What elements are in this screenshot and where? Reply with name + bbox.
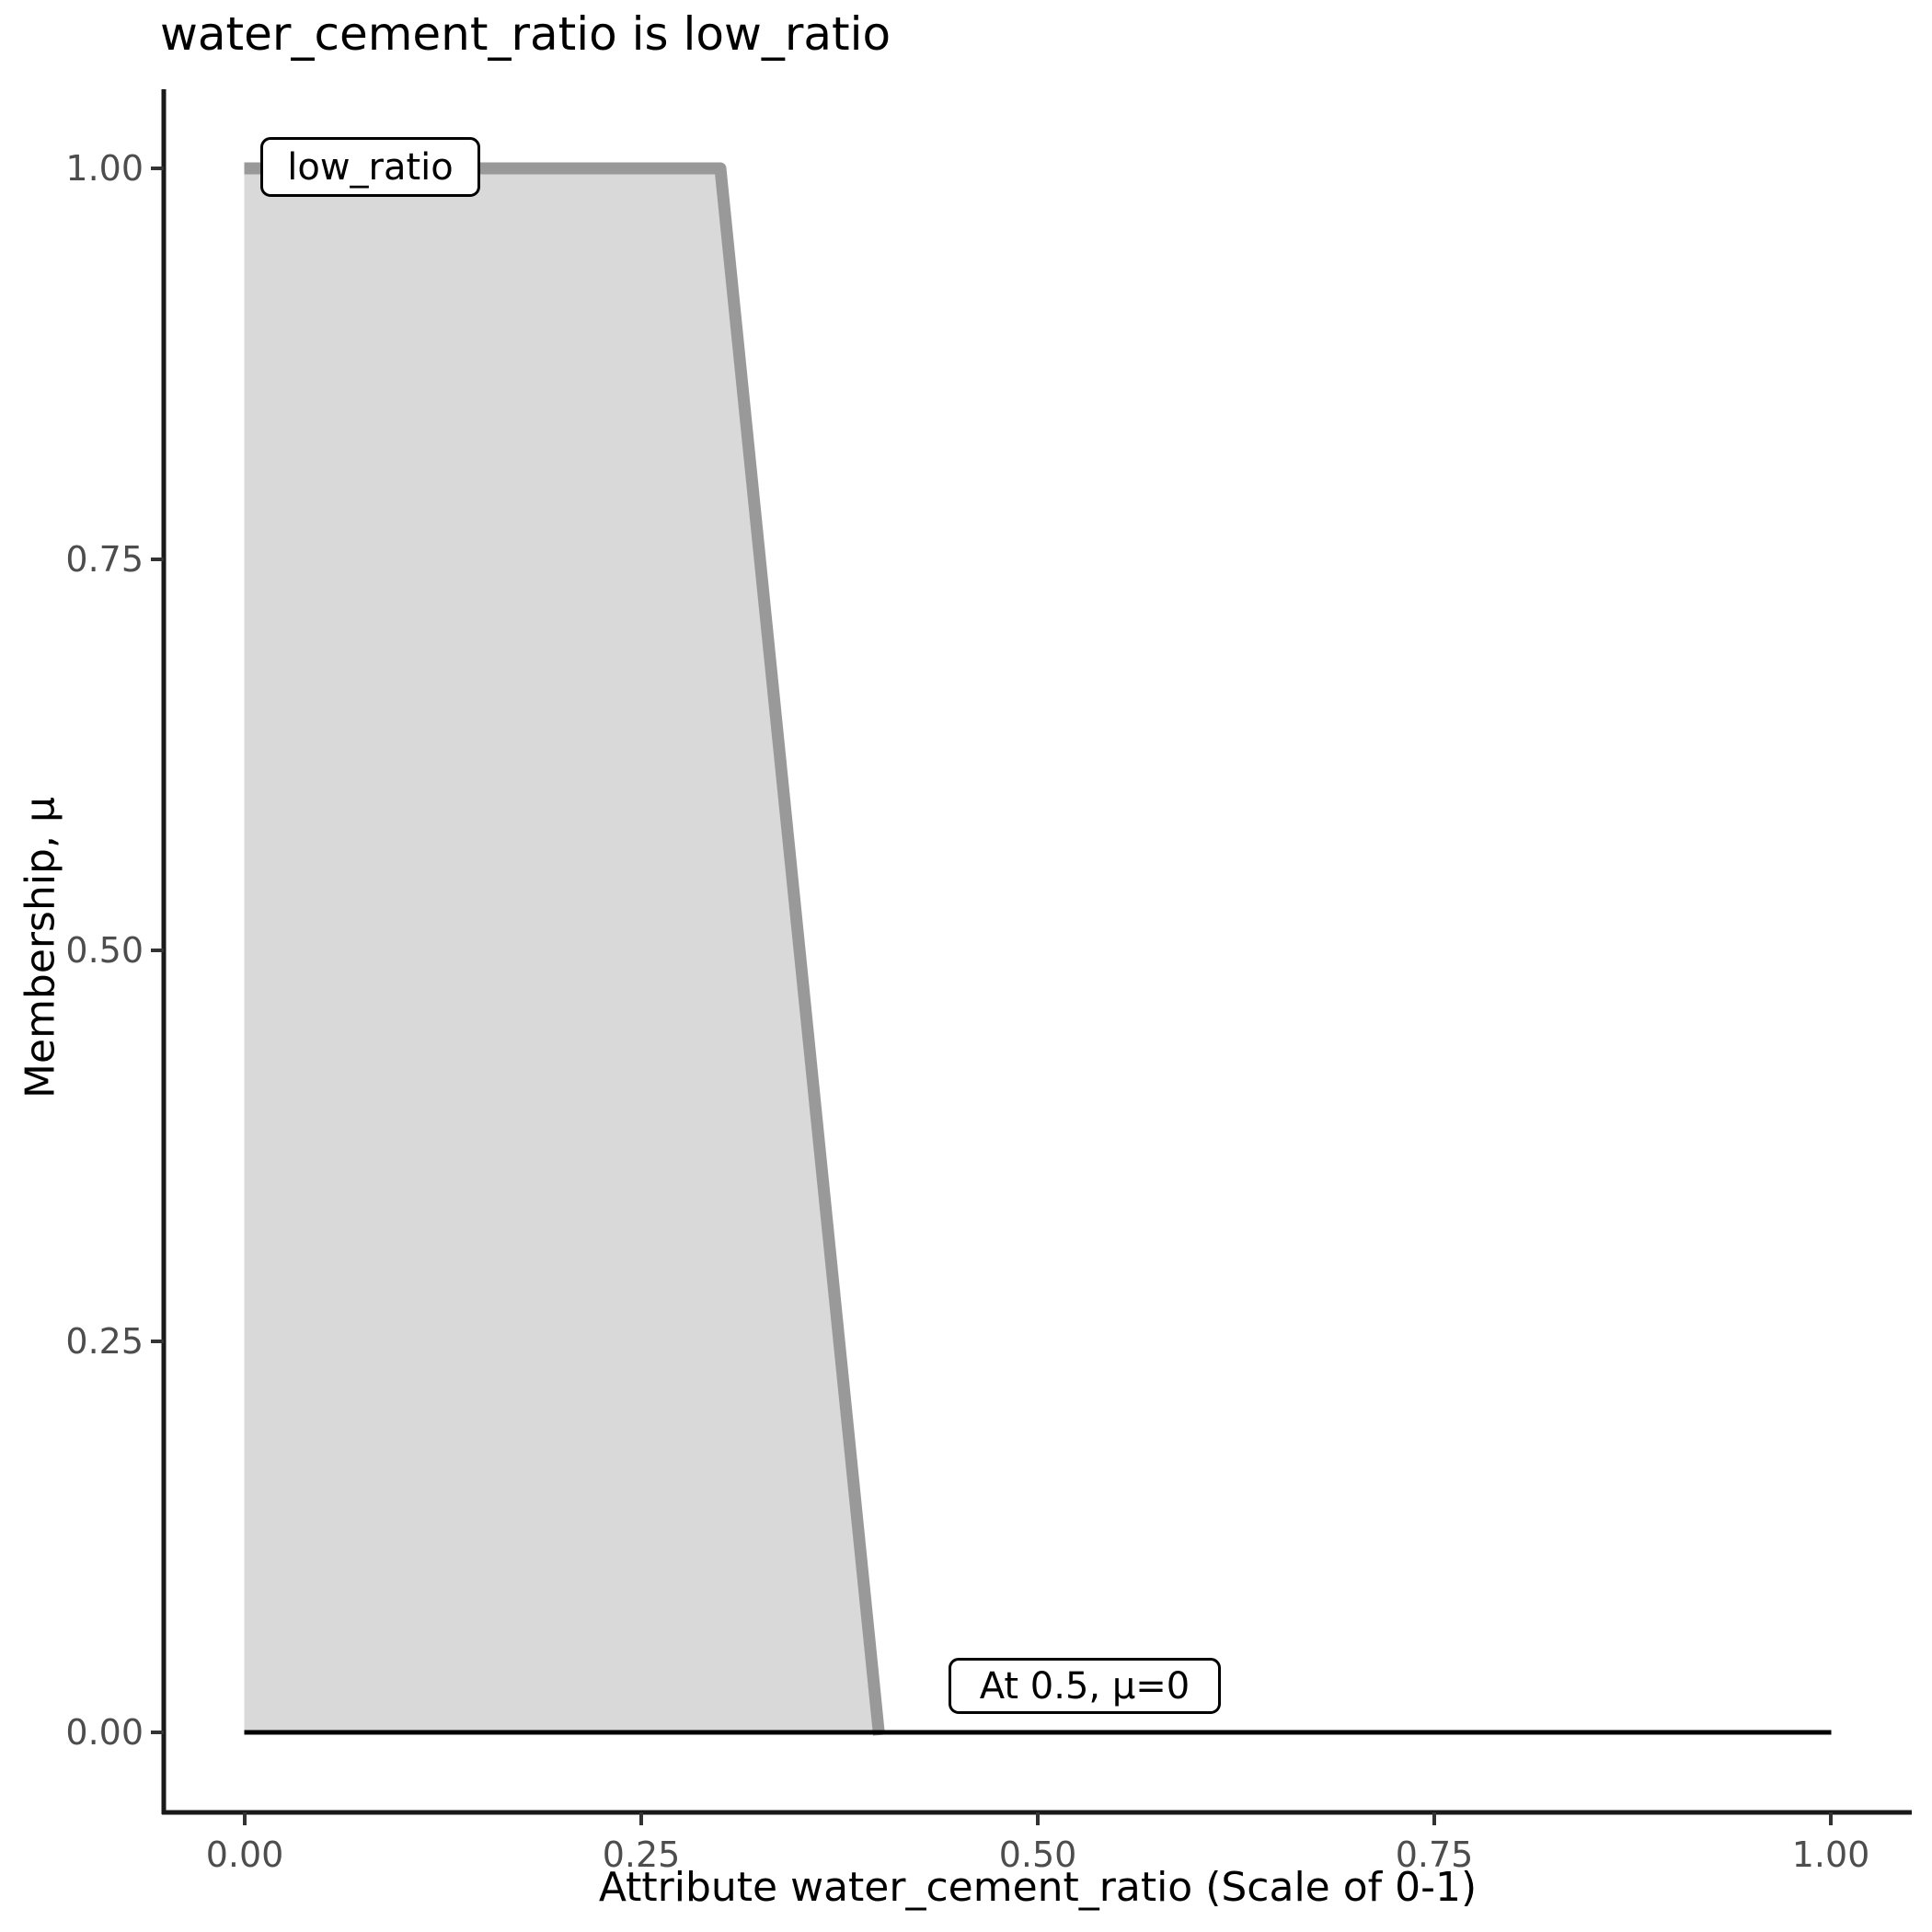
x-axis-title: Attribute water_cement_ratio (Scale of 0… [598,1864,1478,1911]
x-tick-marks [243,1812,1833,1825]
y-tick-label: 1.00 [65,148,144,189]
y-tick-label: 0.75 [65,539,144,580]
membership-area [244,168,880,1732]
x-tick-label: 1.00 [1791,1834,1870,1875]
y-tick-marks [151,167,164,1734]
set-name-label: low_ratio [260,137,480,197]
chart-title: water_cement_ratio is low_ratio [160,7,891,61]
y-tick-label: 0.25 [65,1321,144,1362]
x-tick-label: 0.00 [205,1834,284,1875]
x-tick-label: 0.25 [602,1834,681,1875]
x-tick-label: 0.50 [998,1834,1077,1875]
point-annotation-label: At 0.5, μ=0 [949,1658,1221,1714]
x-tick-label: 0.75 [1395,1834,1474,1875]
y-tick-label: 0.00 [65,1712,144,1753]
y-tick-label: 0.50 [65,930,144,971]
